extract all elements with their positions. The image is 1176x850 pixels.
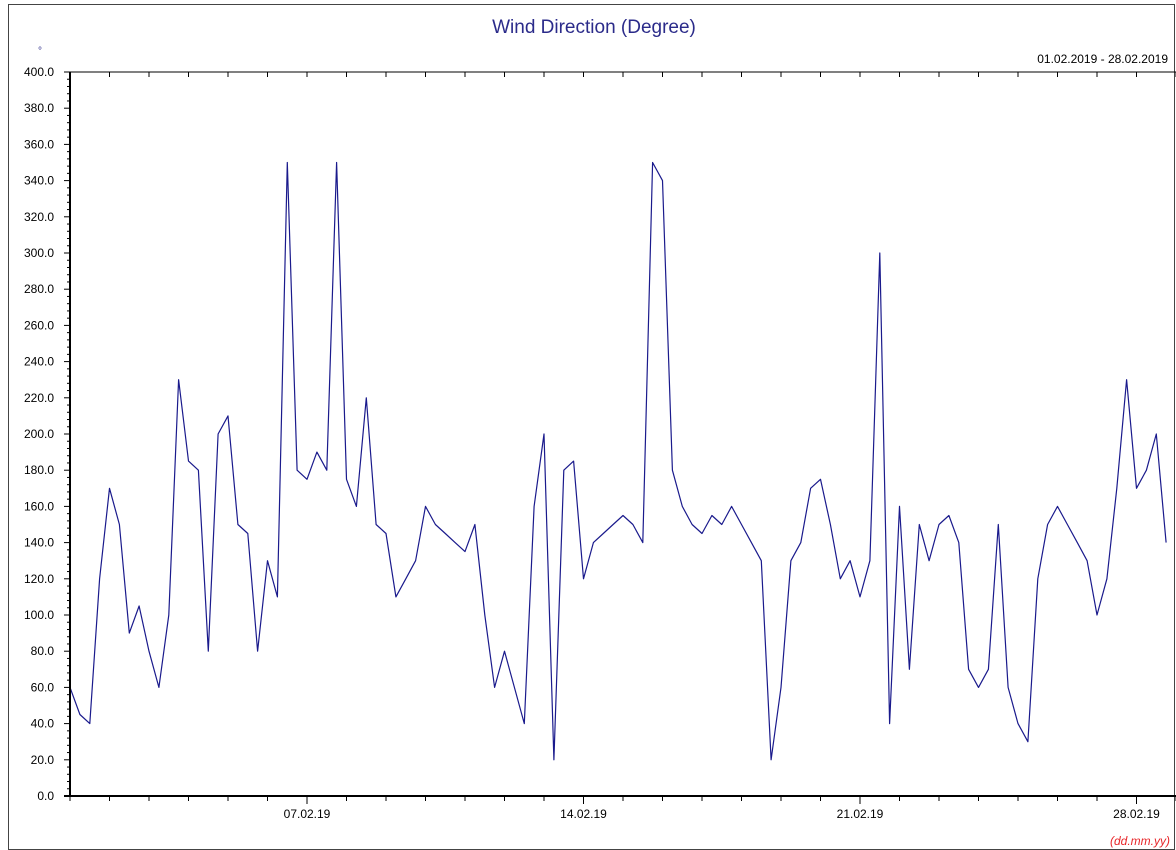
y-tick-label: 220.0: [24, 391, 54, 405]
y-tick-label: 280.0: [24, 282, 54, 296]
y-tick-label: 20.0: [31, 753, 55, 767]
y-tick-label: 100.0: [24, 608, 54, 622]
series-line-wind-direction: [69, 161, 1167, 761]
y-tick-label: 300.0: [24, 246, 54, 260]
y-tick-label: 0.0: [37, 789, 54, 803]
y-tick-label: 120.0: [24, 572, 54, 586]
date-range-label: 01.02.2019 - 28.02.2019: [1037, 52, 1168, 66]
y-tick-label: 40.0: [31, 717, 55, 731]
y-tick-label: 260.0: [24, 318, 54, 332]
y-axis-ticks: 0.0 20.0 40.0 60.0 80.0 100.0 120.0 140.0 160.0 1…: [24, 65, 70, 803]
y-tick-label: 180.0: [24, 463, 54, 477]
y-tick-label: 360.0: [24, 137, 54, 151]
y-tick-label: 400.0: [24, 65, 54, 79]
chart-frame: [8, 4, 1175, 850]
y-tick-label: 340.0: [24, 174, 54, 188]
chart-title: Wind Direction (Degree): [492, 17, 696, 38]
y-tick-label: 200.0: [24, 427, 54, 441]
x-tick-label: 14.02.19: [560, 807, 607, 821]
y-tick-label: 160.0: [24, 499, 54, 513]
series-group: [69, 161, 1167, 761]
x-tick-label: 21.02.19: [837, 807, 884, 821]
y-unit-symbol: °: [38, 46, 42, 57]
x-tick-label: 28.02.19: [1113, 807, 1160, 821]
y-tick-label: 380.0: [24, 101, 54, 115]
x-format-label: (dd.mm.yy): [1110, 834, 1170, 848]
x-axis-ticks: 07.02.19 14.02.19 21.02.19 28.02.19: [69, 72, 1176, 821]
y-tick-label: 320.0: [24, 210, 54, 224]
y-tick-label: 140.0: [24, 536, 54, 550]
y-tick-label: 240.0: [24, 355, 54, 369]
y-tick-label: 80.0: [31, 644, 55, 658]
y-tick-label: 60.0: [31, 680, 55, 694]
x-tick-label: 07.02.19: [284, 807, 331, 821]
